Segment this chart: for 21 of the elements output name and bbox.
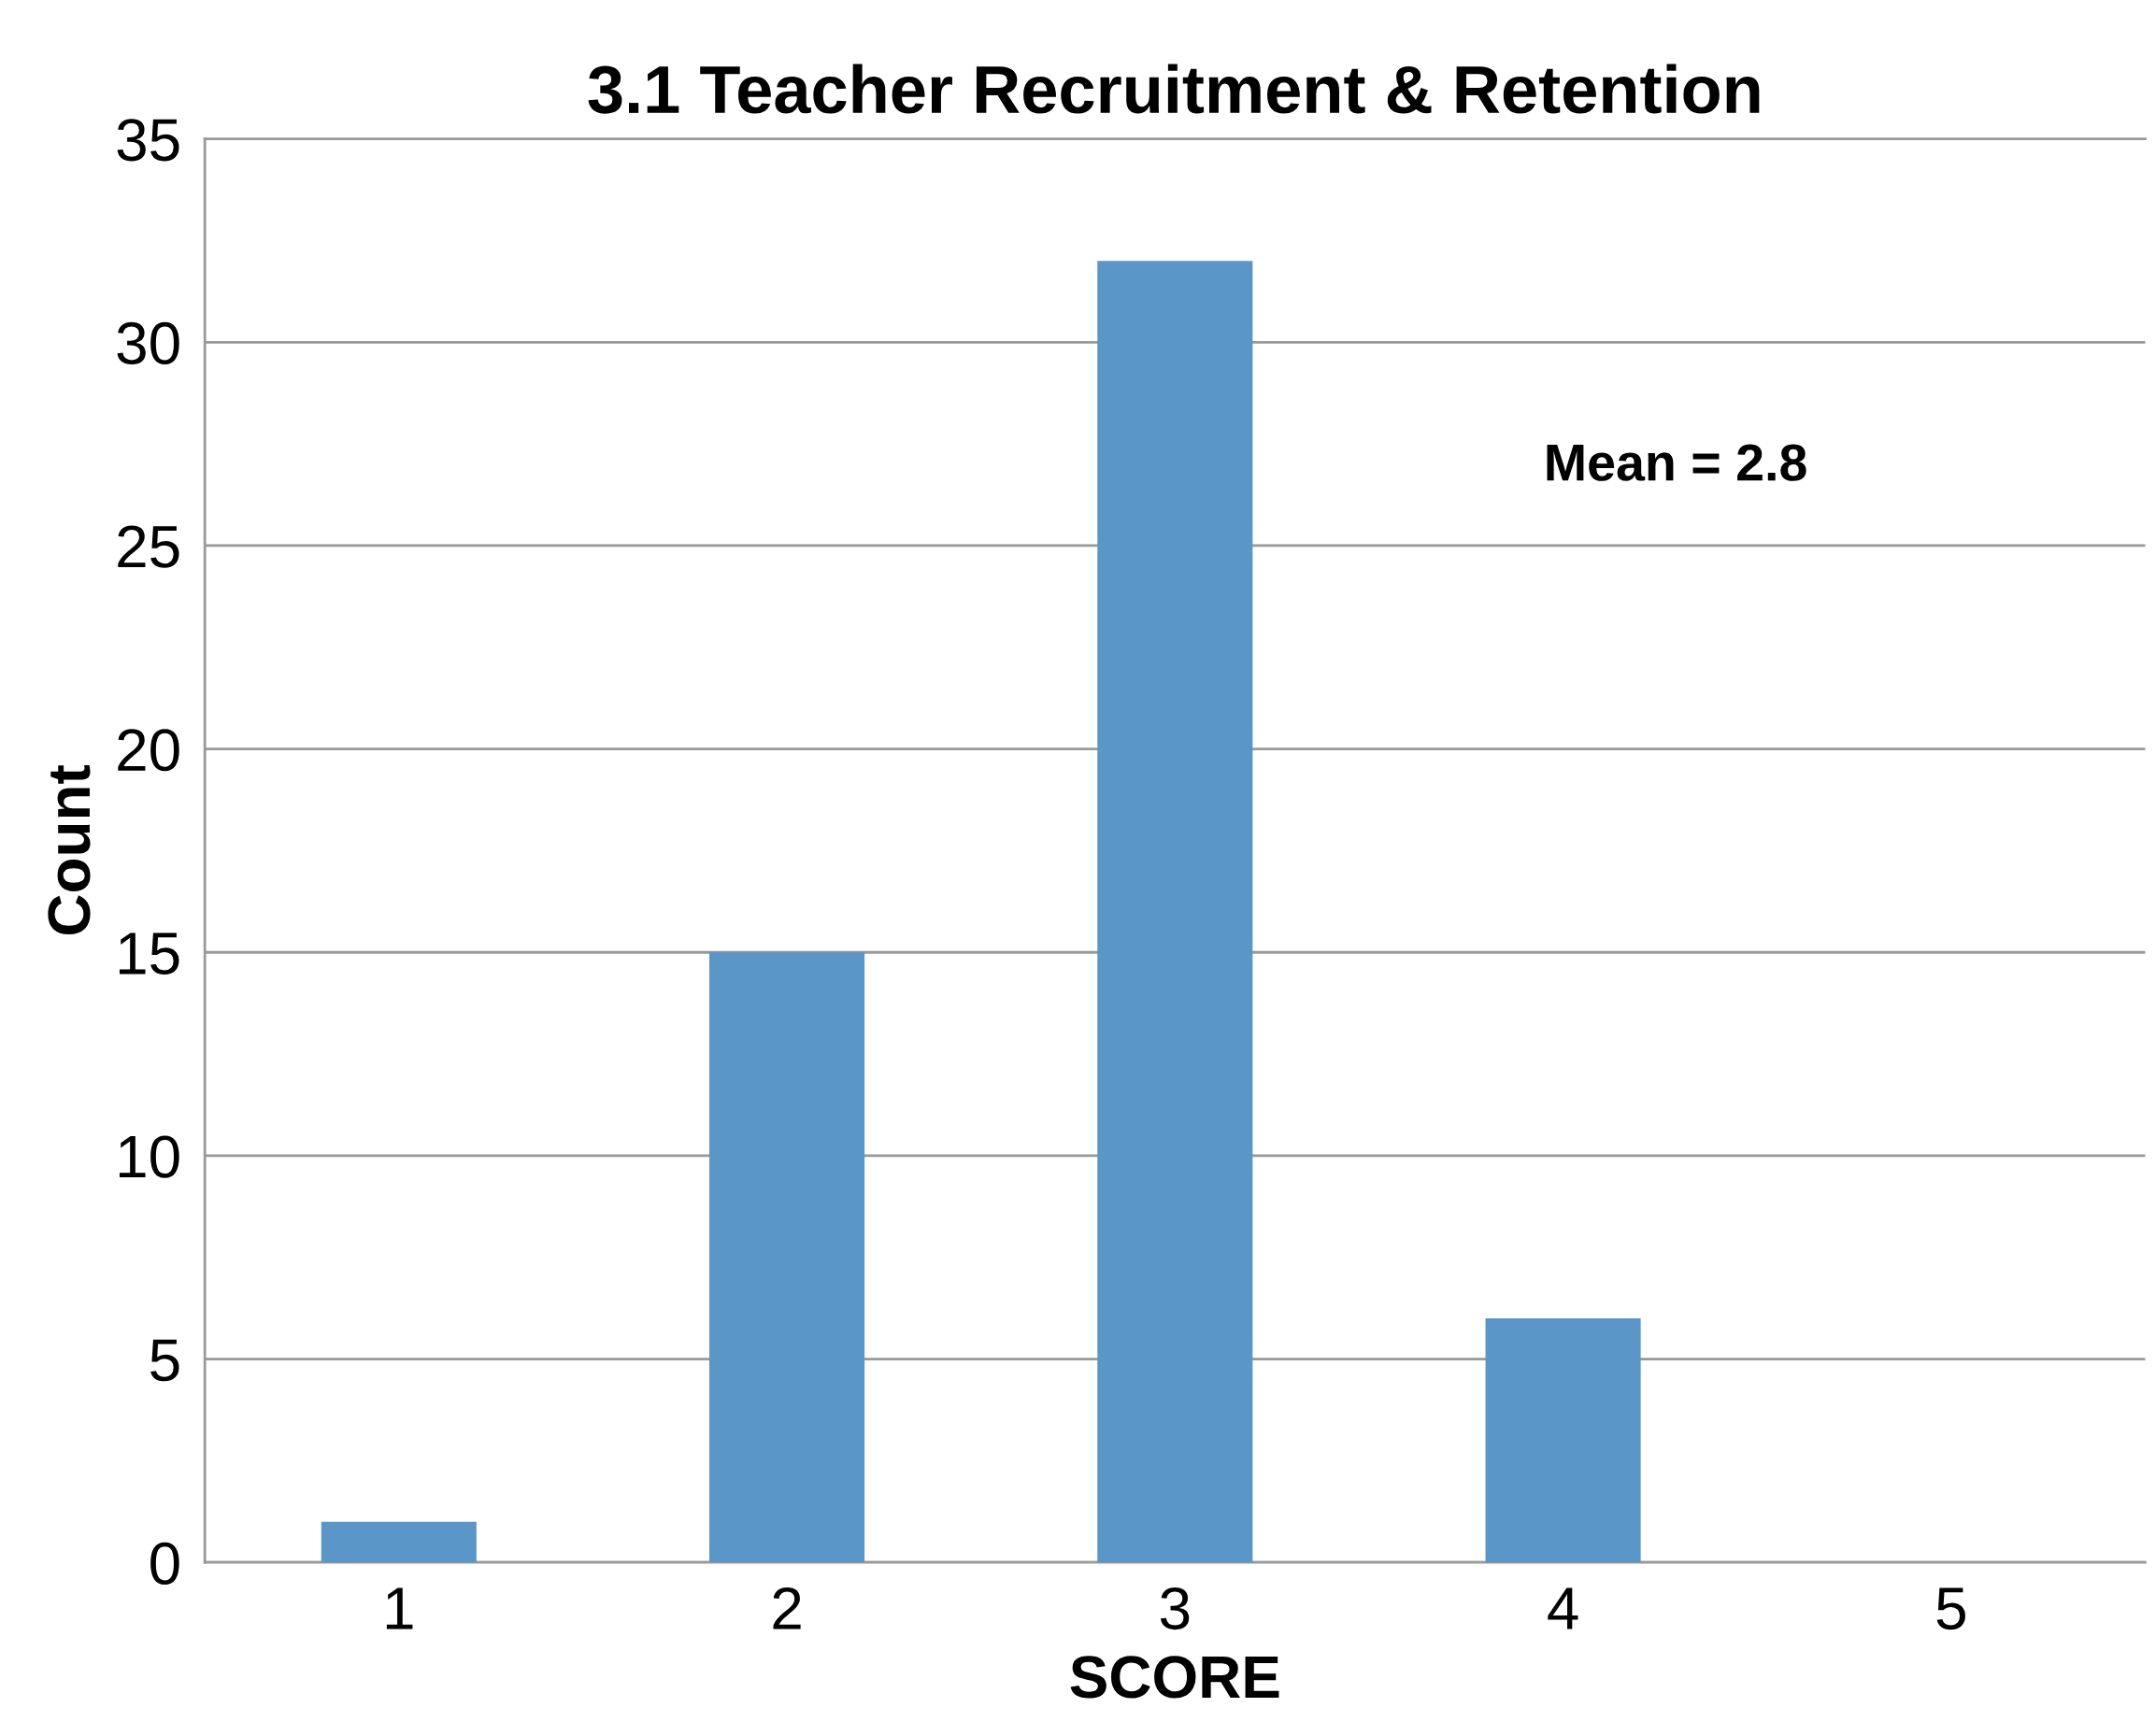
y-tick-label: 15 <box>119 932 179 975</box>
y-axis-title: Count <box>48 764 91 935</box>
y-tick-label: 20 <box>118 729 179 772</box>
y-tick-label: 35 <box>117 119 179 162</box>
bar <box>709 952 865 1563</box>
y-tick-label: 10 <box>119 1135 179 1178</box>
x-tick-label: 4 <box>1548 1587 1578 1629</box>
y-tick-label: 0 <box>150 1542 179 1585</box>
x-axis-title: SCORE <box>1070 1656 1279 1699</box>
y-tick-label: 30 <box>117 321 179 365</box>
x-tick-label: 3 <box>1160 1587 1190 1630</box>
x-tick-label: 2 <box>773 1587 801 1629</box>
x-tick-label: 5 <box>1936 1587 1965 1630</box>
bar <box>1485 1318 1641 1563</box>
bar <box>1097 261 1253 1563</box>
chart-title: 3.1 Teacher Recruitment & Retention <box>588 64 1760 114</box>
annotation: Mean = 2.8 <box>1547 444 1806 481</box>
bar <box>321 1521 477 1563</box>
x-tick-label: 1 <box>386 1587 413 1629</box>
y-tick-label: 5 <box>150 1339 179 1382</box>
y-tick-label: 25 <box>118 525 179 568</box>
